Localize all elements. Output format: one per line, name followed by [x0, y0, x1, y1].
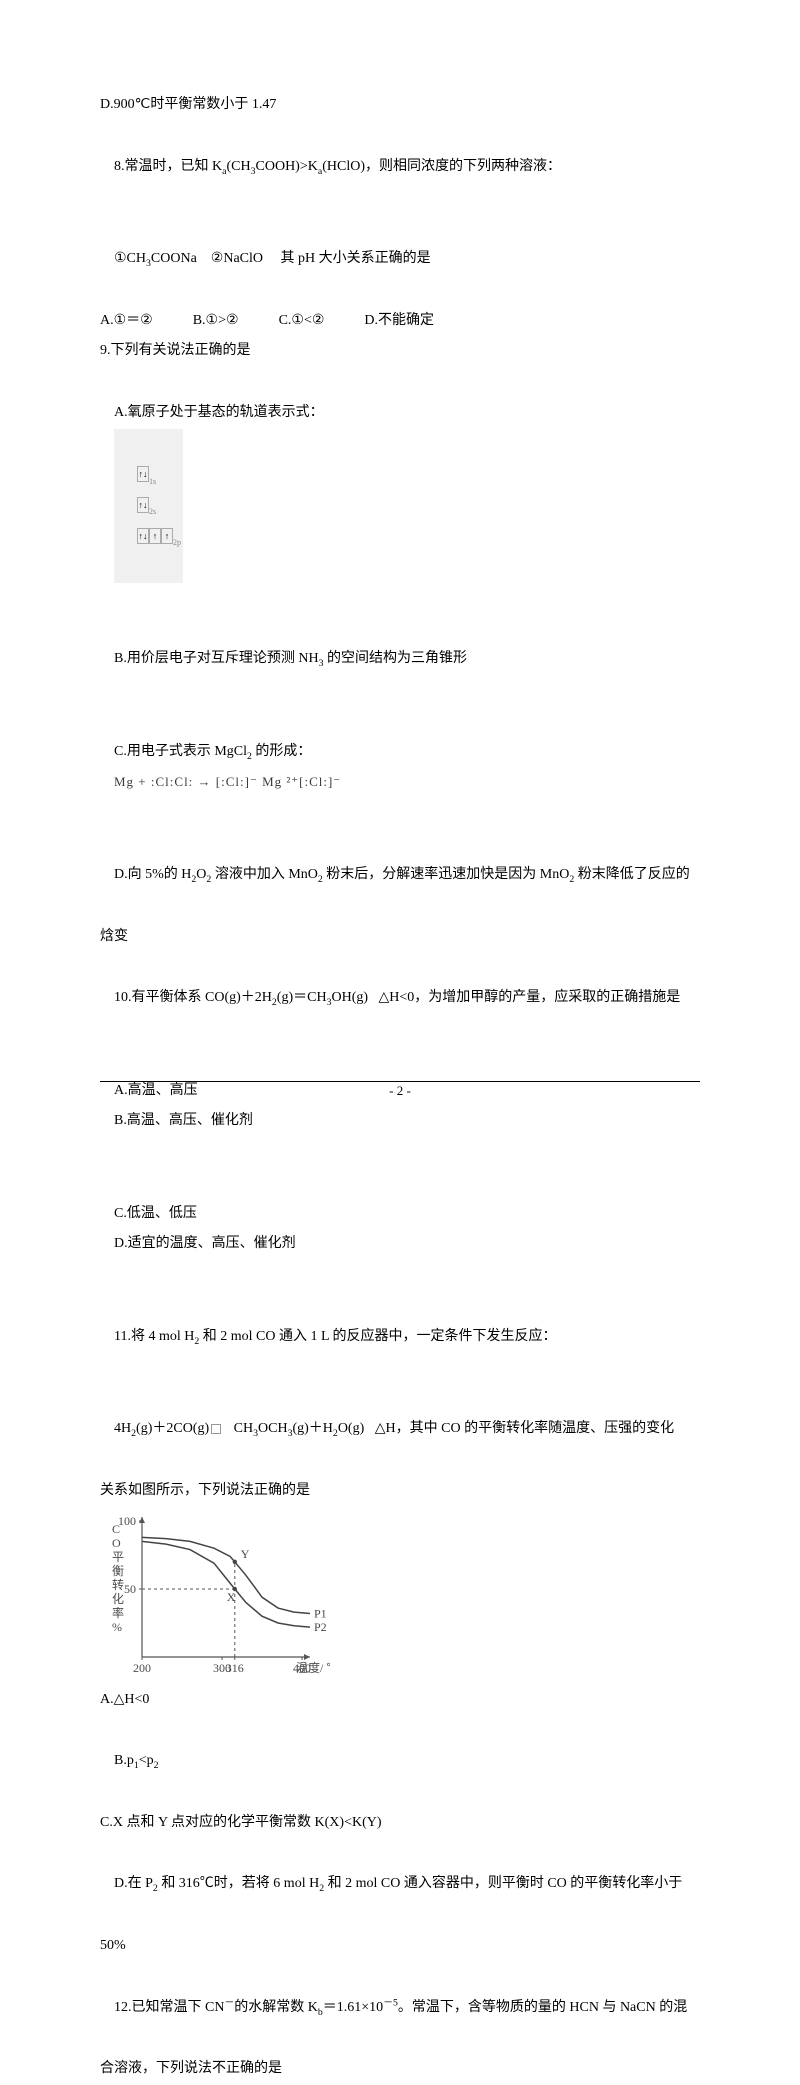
- q8-items: ①CH3COONa ②NaClO 其 pH 大小关系正确的是: [100, 213, 700, 305]
- q7-option-d: D.900℃时平衡常数小于 1.47: [100, 90, 700, 121]
- svg-text:率: 率: [112, 1605, 124, 1620]
- q10-opt-c: C.低温、低压: [114, 1199, 254, 1230]
- svg-text:50: 50: [124, 1582, 136, 1596]
- page-number: - 2 -: [0, 1077, 800, 1106]
- q9-opt-b: B.用价层电子对互斥理论预测 NH3 的空间结构为三角锥形: [100, 614, 700, 706]
- q8-opt-d: D.不能确定: [364, 306, 434, 337]
- q8-opt-c: C.①<②: [279, 306, 325, 337]
- q11-stem-line2: 4H2(g)＋2CO(g) CH3OCH3(g)＋H2O(g) △H，其中 CO…: [100, 1383, 700, 1475]
- q8-stem: 8.常温时，已知 Ka(CH3COOH)>Ka(HClO)，则相同浓度的下列两种…: [100, 121, 700, 213]
- q11-chart: 50100200300316400XYP1P2温度/ ℃CO平衡转化率%: [100, 1511, 700, 1681]
- svg-text:P1: P1: [314, 1606, 327, 1620]
- svg-text:200: 200: [133, 1661, 151, 1675]
- orbital-diagram-icon: ↑↓1s ↑↓2s ↑↓↑↑2p: [114, 429, 183, 583]
- q9-stem: 9.下列有关说法正确的是: [100, 336, 700, 367]
- svg-text:P2: P2: [314, 1620, 327, 1634]
- q11-opt-d-line1: D.在 P2 和 316℃时，若将 6 mol H2 和 2 mol CO 通入…: [100, 1839, 700, 1931]
- lewis-structure-icon: Mg + :Cl:Cl: → [:Cl:]⁻ Mg ²⁺[:Cl:]⁻: [114, 774, 341, 789]
- q10-stem: 10.有平衡体系 CO(g)＋2H2(g)＝CH3OH(g) △H<0，为增加甲…: [100, 952, 700, 1044]
- svg-text:Y: Y: [241, 1546, 250, 1560]
- svg-text:316: 316: [226, 1661, 244, 1675]
- q12-stem-line1: 12.已知常温下 CN－的水解常数 Kb＝1.61×10－5。常温下，含等物质的…: [100, 1962, 700, 2054]
- equilibrium-icon: [211, 1424, 221, 1434]
- q9-opt-d-line2: 焓变: [100, 922, 700, 953]
- q11-opt-c: C.X 点和 Y 点对应的化学平衡常数 K(X)<K(Y): [100, 1808, 700, 1839]
- svg-text:X: X: [227, 1590, 236, 1604]
- svg-text:温度/ ℃: 温度/ ℃: [296, 1660, 330, 1675]
- q11-opt-b: B.p1<p2: [100, 1715, 700, 1807]
- q11-opt-d-line2: 50%: [100, 1931, 700, 1962]
- svg-text:O: O: [112, 1536, 121, 1550]
- svg-text:C: C: [112, 1522, 120, 1536]
- q9-opt-a: A.氧原子处于基态的轨道表示式： ↑↓1s ↑↓2s ↑↓↑↑2p: [100, 367, 700, 613]
- q12-stem-line2: 合溶液，下列说法不正确的是: [100, 2054, 700, 2085]
- q8-opt-b: B.①>②: [193, 306, 239, 337]
- svg-text:平: 平: [112, 1550, 124, 1564]
- q10-options-row1: A.高温、高压 B.高温、高压、催化剂: [100, 1045, 700, 1168]
- q11-stem-line3: 关系如图所示，下列说法正确的是: [100, 1476, 700, 1507]
- q8-options: A.①＝② B.①>② C.①<② D.不能确定: [100, 306, 700, 337]
- svg-text:%: %: [112, 1620, 122, 1634]
- svg-text:转: 转: [112, 1577, 124, 1592]
- q9-opt-d-line1: D.向 5%的 H2O2 溶液中加入 MnO2 粉末后，分解速率迅速加快是因为 …: [100, 829, 700, 921]
- q11-stem-line1: 11.将 4 mol H2 和 2 mol CO 通入 1 L 的反应器中，一定…: [100, 1291, 700, 1383]
- svg-text:100: 100: [118, 1514, 136, 1528]
- svg-text:衡: 衡: [112, 1564, 124, 1578]
- q10-opt-d: D.适宜的温度、高压、催化剂: [114, 1236, 296, 1251]
- svg-text:化: 化: [112, 1592, 124, 1606]
- q11-opt-a: A.△H<0: [100, 1685, 700, 1716]
- q10-options-row2: C.低温、低压 D.适宜的温度、高压、催化剂: [100, 1168, 700, 1291]
- q9-opt-c: C.用电子式表示 MgCl2 的形成： Mg + :Cl:Cl: → [:Cl:…: [100, 706, 700, 829]
- q8-opt-a: A.①＝②: [100, 306, 153, 337]
- q10-opt-b: B.高温、高压、催化剂: [114, 1113, 253, 1128]
